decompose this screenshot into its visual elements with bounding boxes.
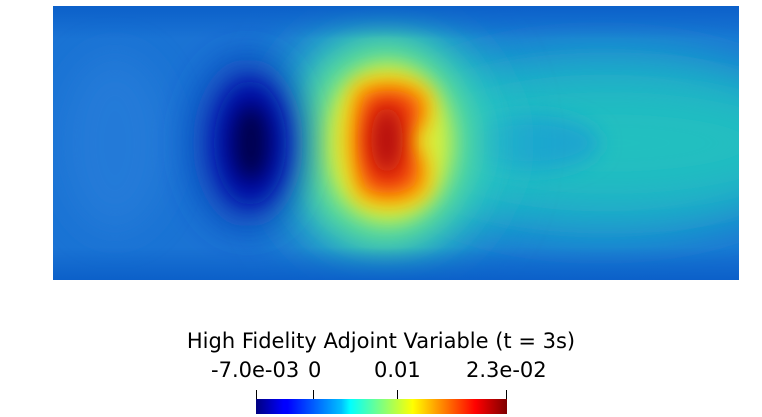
colorbar-tick-mark-zero: [313, 390, 314, 400]
wall-shading: [53, 6, 739, 280]
colorbar-title: High Fidelity Adjoint Variable (t = 3s): [186, 329, 576, 353]
colorbar: [256, 399, 507, 414]
colorbar-tick-mark-min: [256, 390, 257, 400]
colorbar-tick-mark-mid: [397, 390, 398, 400]
colorbar-tick-mark-max: [506, 390, 507, 400]
adjoint-field-plot: [53, 6, 739, 280]
colorbar-tick-label-zero: 0: [308, 358, 322, 382]
colorbar-gradient: [256, 399, 507, 414]
colorbar-tick-label-min: -7.0e-03: [211, 358, 300, 382]
colorbar-tick-label-mid: 0.01: [374, 358, 421, 382]
colorbar-tick-label-max: 2.3e-02: [466, 358, 547, 382]
field-domain: [53, 6, 739, 280]
